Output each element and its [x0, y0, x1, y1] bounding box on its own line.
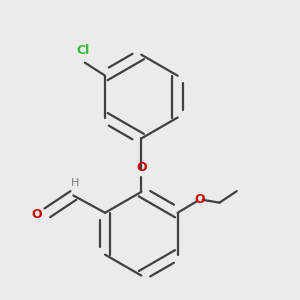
Text: H: H: [70, 178, 79, 188]
Text: Cl: Cl: [77, 44, 90, 58]
Text: O: O: [194, 193, 205, 206]
Text: O: O: [136, 161, 147, 174]
Text: O: O: [31, 208, 42, 221]
